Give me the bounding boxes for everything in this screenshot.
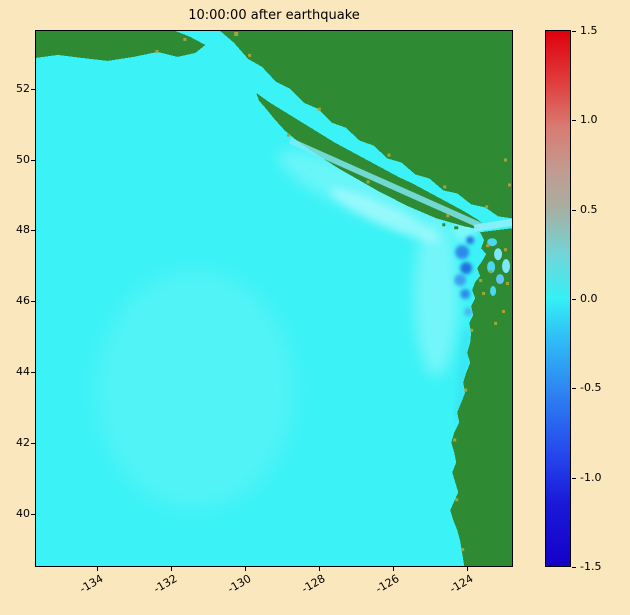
wave-trough [460, 262, 473, 275]
x-tick-mark [393, 567, 394, 571]
colorbar-tick-label: 1.5 [580, 24, 598, 37]
colorbar-tick-label: -0.5 [580, 381, 602, 394]
y-tick-mark [31, 230, 35, 231]
land-region-island [256, 92, 485, 230]
colorbar-tick-mark [572, 567, 576, 568]
x-tick-mark [97, 567, 98, 571]
x-tick-label: -128 [299, 572, 328, 596]
land-region-corner-island [36, 31, 206, 61]
x-tick-mark [467, 567, 468, 571]
islet [454, 226, 459, 230]
land-region-coast [450, 228, 512, 566]
sound-inlet [487, 238, 498, 247]
y-tick-mark [31, 160, 35, 161]
colorbar-tick-mark [572, 210, 576, 211]
x-tick-label: -134 [77, 572, 106, 596]
y-tick-mark [31, 372, 35, 373]
sound-inlet [490, 286, 497, 297]
colorbar-tick-mark [572, 31, 576, 32]
islet [442, 223, 446, 227]
wave-trough [460, 289, 471, 299]
wave-front [330, 188, 439, 243]
colorbar-tick-label: 0.0 [580, 292, 598, 305]
y-tick-mark [31, 89, 35, 90]
x-tick-label: -124 [447, 572, 476, 596]
y-tick-mark [31, 301, 35, 302]
sound-inlet [494, 248, 503, 261]
strait-of-georgia-water [288, 137, 484, 230]
wave-crest-offshore [414, 213, 459, 377]
x-tick-label: -130 [225, 572, 254, 596]
wave-trough [454, 274, 467, 287]
land-region-mainland [220, 31, 512, 219]
wave-trough [466, 236, 475, 245]
colorbar-tick-label: 1.0 [580, 113, 598, 126]
y-tick-mark [31, 514, 35, 515]
colorbar-tick-mark [572, 478, 576, 479]
x-tick-mark [245, 567, 246, 571]
strait-of-juan-de-fuca-water [473, 218, 512, 232]
y-tick-mark [31, 443, 35, 444]
colorbar-tick-label: 0.5 [580, 203, 598, 216]
y-tick-label: 48 [16, 223, 30, 236]
y-tick-label: 42 [16, 436, 30, 449]
sound-inlet [496, 274, 505, 285]
wave-trough [455, 245, 470, 260]
y-tick-label: 44 [16, 365, 30, 378]
y-tick-label: 50 [16, 153, 30, 166]
colorbar [545, 30, 571, 567]
x-tick-mark [171, 567, 172, 571]
y-tick-label: 40 [16, 507, 30, 520]
x-tick-label: -126 [373, 572, 402, 596]
y-tick-label: 52 [16, 82, 30, 95]
sound-inlet [502, 259, 511, 274]
map-canvas [36, 31, 512, 566]
colorbar-tick-mark [572, 388, 576, 389]
colorbar-tick-mark [572, 120, 576, 121]
wave-wisp [95, 270, 295, 510]
y-tick-label: 46 [16, 294, 30, 307]
shoreline-speckles [155, 31, 512, 552]
x-tick-mark [319, 567, 320, 571]
colorbar-tick-label: -1.5 [580, 560, 602, 573]
colorbar-tick-mark [572, 299, 576, 300]
chart-title: 10:00:00 after earthquake [188, 8, 360, 23]
wave-trough [464, 307, 473, 316]
x-tick-label: -132 [151, 572, 180, 596]
colorbar-tick-label: -1.0 [580, 471, 602, 484]
plot-area [35, 30, 513, 567]
